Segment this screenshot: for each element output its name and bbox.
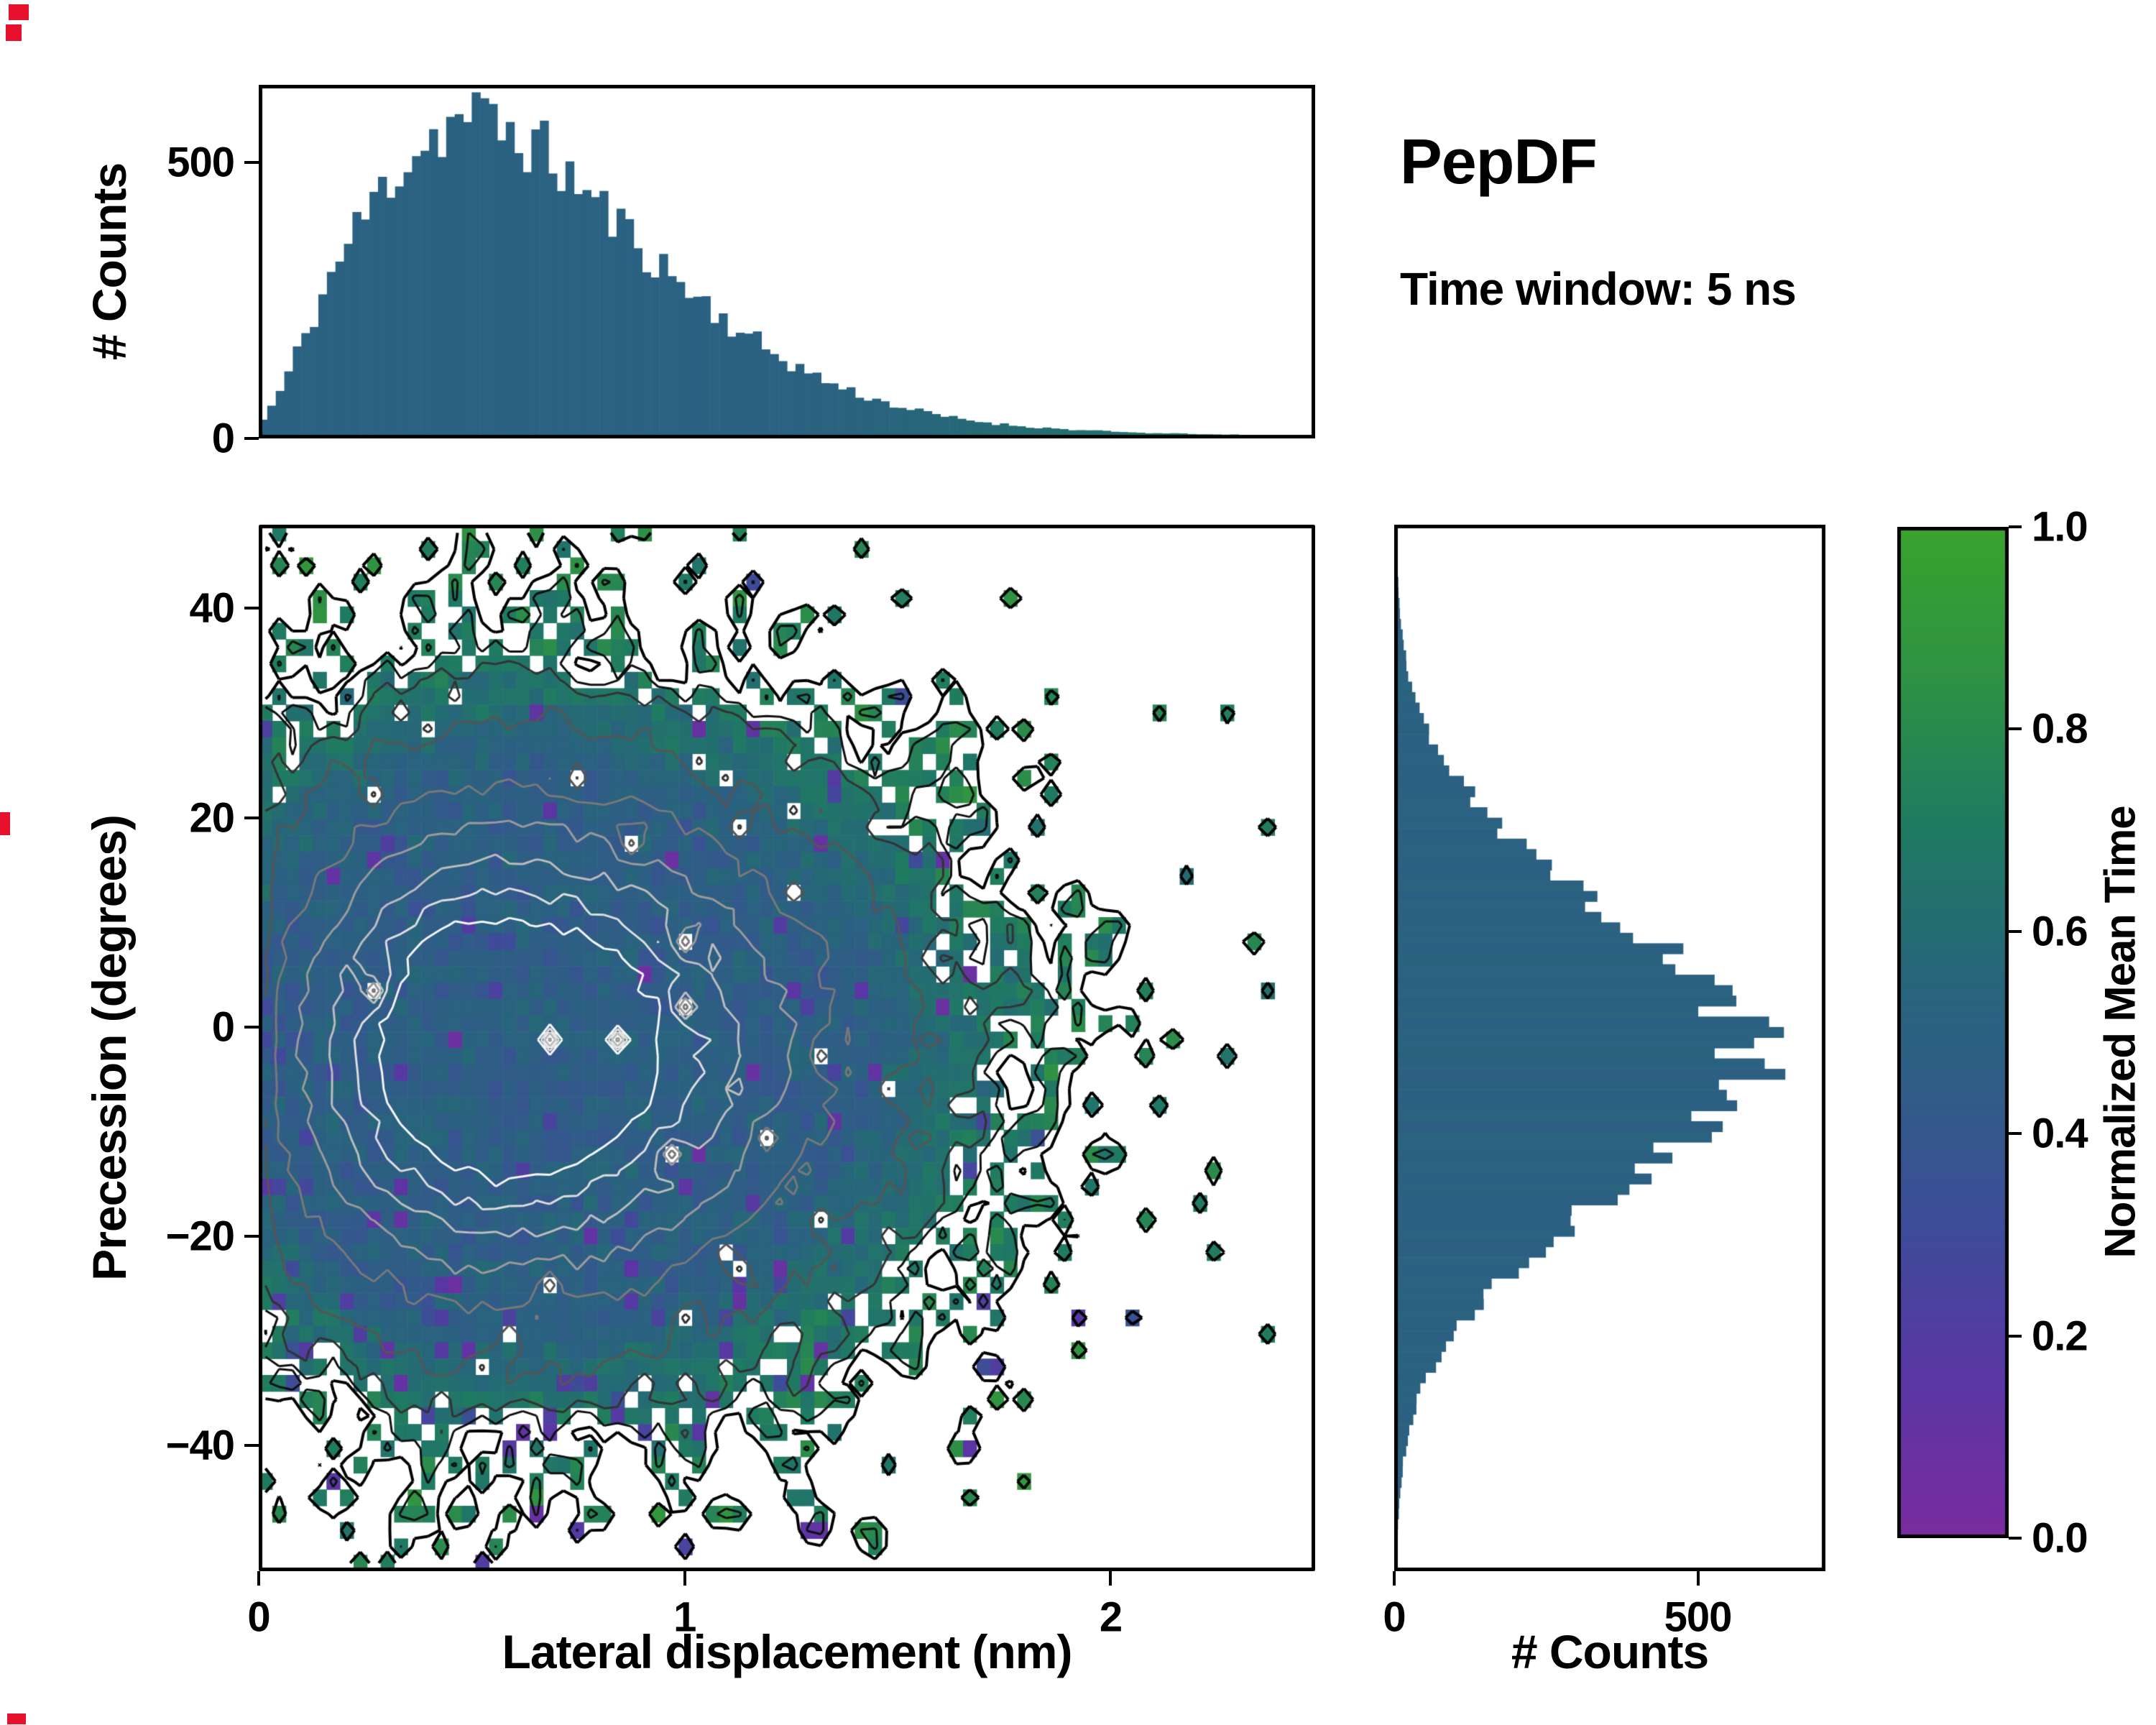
- tick-mark: [2009, 727, 2022, 731]
- screen-edge-artifact: [0, 812, 10, 835]
- colorbar-tick-label: 0.6: [2032, 908, 2088, 955]
- main-y-tick-label: 0: [211, 1003, 235, 1051]
- tick-mark: [244, 437, 259, 440]
- colorbar-tick-label: 0.4: [2032, 1110, 2088, 1157]
- top-hist-y-axis-label: # Counts: [83, 162, 136, 361]
- tick-mark: [1393, 1571, 1396, 1586]
- tick-mark: [1109, 1571, 1112, 1586]
- tick-mark: [2009, 1334, 2022, 1338]
- colorbar-tick-label: 0.8: [2032, 705, 2088, 753]
- right-hist-x-tick-label: 0: [1383, 1593, 1406, 1641]
- screen-edge-artifact: [7, 1714, 26, 1724]
- screen-edge-artifact: [6, 24, 22, 41]
- joint-distribution-heatmap-canvas: [259, 525, 1315, 1571]
- right-hist-x-tick-label: 500: [1664, 1593, 1733, 1641]
- colorbar-gradient: [1897, 527, 2009, 1538]
- main-y-axis-label: Precession (degrees): [83, 815, 136, 1281]
- main-x-tick-label: 1: [673, 1593, 696, 1641]
- tick-mark: [257, 1571, 260, 1586]
- colorbar-canvas: [1897, 527, 2009, 1538]
- tick-mark: [244, 607, 259, 610]
- right-hist-x-axis-label: # Counts: [1511, 1625, 1709, 1678]
- time-window-label: Time window: 5 ns: [1400, 263, 1797, 315]
- tick-mark: [244, 1444, 259, 1448]
- main-y-tick-label: −20: [165, 1213, 235, 1260]
- colorbar-label: Normalized Mean Time: [2096, 806, 2145, 1259]
- tick-mark: [2009, 929, 2022, 933]
- screen-edge-artifact: [9, 4, 29, 20]
- main-x-tick-label: 0: [247, 1593, 270, 1641]
- tick-mark: [2009, 1537, 2022, 1540]
- colorbar-tick-label: 0.2: [2032, 1312, 2088, 1360]
- tick-mark: [244, 1235, 259, 1238]
- top-marginal-histogram-canvas: [259, 85, 1315, 438]
- top-hist-y-tick-label: 0: [211, 415, 235, 462]
- main-x-axis-label: Lateral displacement (nm): [502, 1625, 1073, 1678]
- tick-mark: [683, 1571, 686, 1586]
- main-y-tick-label: 20: [189, 794, 235, 842]
- tick-mark: [2009, 1132, 2022, 1136]
- colorbar-tick-label: 0.0: [2032, 1514, 2088, 1562]
- tick-mark: [2009, 525, 2022, 528]
- tick-mark: [1696, 1571, 1700, 1586]
- tick-mark: [244, 816, 259, 819]
- main-y-tick-label: −40: [165, 1422, 235, 1469]
- main-x-tick-label: 2: [1099, 1593, 1123, 1641]
- colorbar-tick-label: 1.0: [2032, 503, 2088, 551]
- right-marginal-histogram-canvas: [1394, 525, 1825, 1571]
- main-y-tick-label: 40: [189, 584, 235, 632]
- figure-title: PepDF: [1400, 126, 1598, 197]
- right-marginal-histogram: [1394, 525, 1825, 1571]
- top-hist-y-tick-label: 500: [167, 139, 235, 186]
- tick-mark: [244, 1025, 259, 1029]
- tick-mark: [244, 160, 259, 164]
- top-marginal-histogram: [259, 85, 1315, 438]
- joint-distribution-heatmap: [259, 525, 1315, 1571]
